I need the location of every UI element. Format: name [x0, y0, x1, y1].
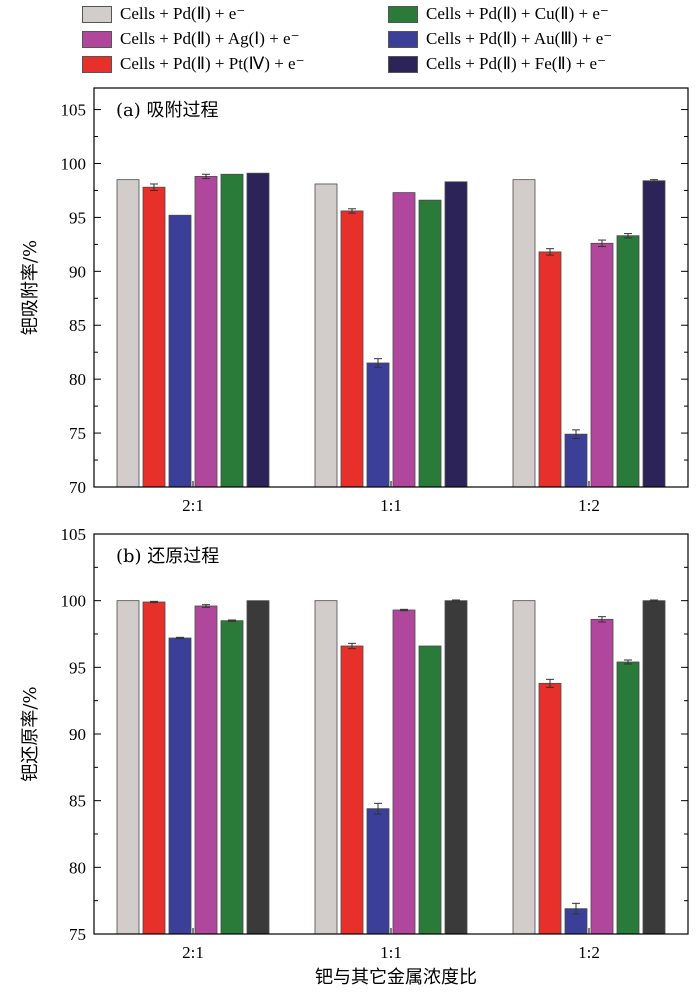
bar-pt-1: [340, 645, 364, 935]
legend-label: Cells + Pd(Ⅱ) + Cu(Ⅱ) + e⁻: [426, 4, 609, 23]
bar-fe-2: [642, 600, 666, 935]
bar-fe-1: [444, 600, 468, 935]
bar-fe-2: [642, 180, 666, 488]
bar-fe-1: [444, 181, 468, 488]
y-tick-label: 70: [69, 478, 86, 497]
x-tick-label: 1:1: [380, 496, 402, 515]
legend-swatch: [82, 55, 112, 73]
y-tick-label: 85: [69, 316, 86, 335]
legend-label: Cells + Pd(Ⅱ) + Pt(Ⅳ) + e⁻: [120, 54, 305, 73]
bar-ag-1: [392, 609, 416, 935]
bar-pd-0: [116, 179, 140, 488]
legend-label: Cells + Pd(Ⅱ) + Ag(Ⅰ) + e⁻: [120, 29, 300, 48]
y-tick-label: 95: [69, 658, 86, 677]
legend-item-au: Cells + Pd(Ⅱ) + Au(Ⅲ) + e⁻: [388, 27, 612, 51]
legend-item-pt: Cells + Pd(Ⅱ) + Pt(Ⅳ) + e⁻: [82, 52, 305, 76]
bar-pt-1: [340, 210, 364, 488]
y-axis-title: 钯吸附率/%: [20, 240, 41, 335]
legend-swatch: [388, 55, 418, 73]
bar-pt-0: [142, 601, 166, 935]
bar-cu-0: [220, 620, 244, 935]
bar-pd-0: [116, 600, 140, 935]
bar-ag-0: [194, 605, 218, 935]
x-tick-label: 1:2: [578, 943, 600, 962]
plot-frame: [93, 87, 689, 488]
bar-ag-0: [194, 176, 218, 488]
y-tick-label: 95: [69, 208, 86, 227]
y-tick-label: 100: [61, 154, 87, 173]
legend-item-ag: Cells + Pd(Ⅱ) + Ag(Ⅰ) + e⁻: [82, 27, 300, 51]
y-tick-label: 90: [69, 725, 86, 744]
legend: Cells + Pd(Ⅱ) + e⁻ Cells + Pd(Ⅱ) + Cu(Ⅱ)…: [0, 0, 700, 80]
y-tick-label: 75: [69, 925, 86, 944]
legend-swatch: [82, 5, 112, 23]
x-axis-title: 钯与其它金属浓度比: [315, 967, 477, 988]
bar-au-1: [366, 808, 390, 935]
y-axis-title: 钯还原率/%: [20, 686, 41, 781]
bar-pd-2: [512, 600, 536, 935]
bar-cu-2: [616, 661, 640, 935]
bar-au-2: [564, 433, 588, 488]
panel-title: (a) 吸附过程: [116, 100, 219, 121]
x-tick-label: 1:1: [380, 943, 402, 962]
x-tick-label: 1:2: [578, 496, 600, 515]
bar-pt-2: [538, 682, 562, 935]
bar-ag-1: [392, 192, 416, 488]
legend-swatch: [388, 5, 418, 23]
bar-cu-2: [616, 235, 640, 488]
bar-cu-1: [418, 645, 442, 935]
y-tick-label: 105: [61, 525, 87, 544]
bar-au-0: [168, 214, 192, 488]
bar-pd-1: [314, 183, 338, 488]
bar-pt-0: [142, 186, 166, 488]
y-tick-label: 105: [61, 101, 87, 120]
y-tick-label: 80: [69, 858, 86, 877]
panel-title: (b) 还原过程: [116, 546, 219, 567]
bar-au-0: [168, 637, 192, 935]
bar-au-1: [366, 362, 390, 488]
chart-panel-a: 2:1 1:1 1:2 70 75 80 85 90 95 100 105 (a) 吸附过程钯吸附率/…: [20, 87, 689, 515]
legend-swatch: [82, 30, 112, 48]
bar-fe-0: [246, 600, 270, 935]
x-tick-label: 2:1: [182, 496, 204, 515]
legend-label: Cells + Pd(Ⅱ) + e⁻: [120, 4, 246, 23]
bar-cu-1: [418, 199, 442, 488]
legend-item-fe: Cells + Pd(Ⅱ) + Fe(Ⅱ) + e⁻: [388, 52, 606, 76]
bar-pd-2: [512, 179, 536, 488]
bar-cu-0: [220, 173, 244, 488]
bar-pd-1: [314, 600, 338, 935]
legend-item-cu: Cells + Pd(Ⅱ) + Cu(Ⅱ) + e⁻: [388, 2, 609, 26]
legend-label: Cells + Pd(Ⅱ) + Au(Ⅲ) + e⁻: [426, 29, 613, 48]
y-tick-label: 90: [69, 262, 86, 281]
legend-label: Cells + Pd(Ⅱ) + Fe(Ⅱ) + e⁻: [426, 54, 607, 73]
legend-item-pd: Cells + Pd(Ⅱ) + e⁻: [82, 2, 245, 26]
y-tick-label: 75: [69, 424, 86, 443]
y-tick-label: 80: [69, 370, 86, 389]
legend-swatch: [388, 30, 418, 48]
bar-pt-2: [538, 251, 562, 488]
bar-fe-0: [246, 172, 270, 488]
y-tick-label: 100: [61, 592, 87, 611]
x-tick-label: 2:1: [182, 943, 204, 962]
y-tick-label: 85: [69, 792, 86, 811]
bar-ag-2: [590, 618, 614, 935]
bar-ag-2: [590, 242, 614, 488]
